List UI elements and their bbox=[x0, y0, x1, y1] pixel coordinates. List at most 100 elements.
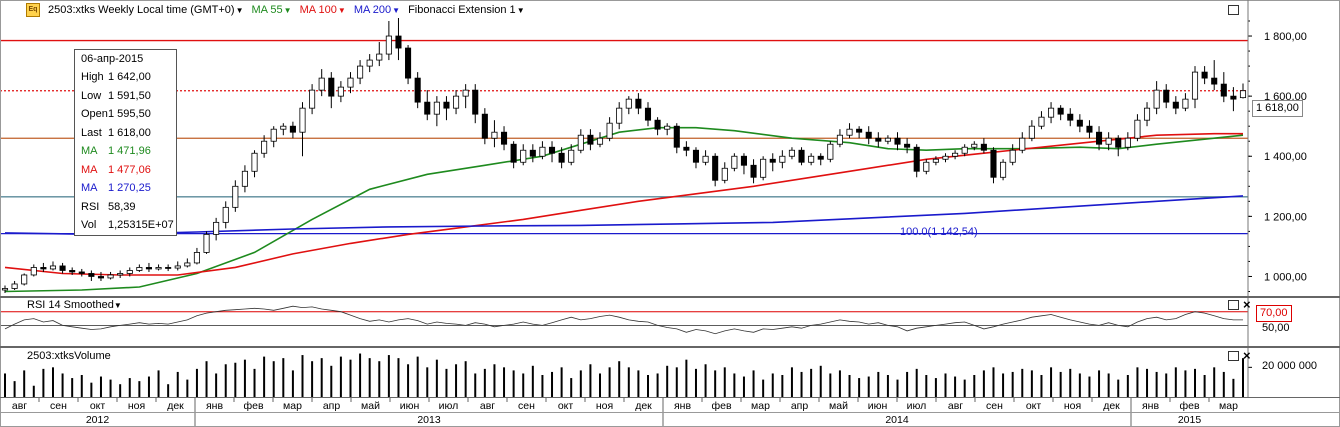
candle-body bbox=[1211, 77, 1218, 85]
candle-body bbox=[1048, 107, 1055, 118]
month-label: авг bbox=[948, 400, 963, 412]
month-label: дек bbox=[167, 400, 184, 412]
candle-body bbox=[1000, 161, 1007, 178]
candle-body bbox=[299, 107, 306, 133]
tooltip-date: 06-апр-2015 bbox=[81, 53, 144, 65]
candle-body bbox=[779, 155, 786, 163]
candle-body bbox=[289, 125, 296, 133]
volume-close-icon[interactable]: × bbox=[1243, 348, 1251, 363]
candle-body bbox=[664, 125, 671, 130]
candle-body bbox=[443, 101, 450, 109]
candle-body bbox=[520, 149, 527, 163]
tooltip-value: 1 471,96 bbox=[108, 145, 151, 158]
candle-body bbox=[971, 143, 978, 148]
candle-body bbox=[1239, 90, 1247, 99]
symbol-title[interactable]: 2503:xtks Weekly Local time (GMT+0)▼ bbox=[48, 4, 244, 16]
rsi-panel-title[interactable]: RSI 14 Smoothed▼ bbox=[27, 299, 122, 311]
candle-body bbox=[136, 267, 143, 271]
indicator-ma100[interactable]: MA 100▼ bbox=[299, 4, 346, 16]
volume-panel-title: 2503:xtksVolume bbox=[27, 350, 111, 362]
tooltip-value: 1 591,50 bbox=[108, 89, 151, 102]
rsi-line bbox=[4, 305, 1243, 335]
volume-maximize-icon[interactable] bbox=[1228, 351, 1239, 361]
candle-body bbox=[980, 143, 987, 151]
candle-body bbox=[558, 152, 565, 163]
candle-body bbox=[760, 158, 767, 178]
tooltip-row: MA 1 270,25 bbox=[75, 179, 176, 198]
candle-body bbox=[884, 137, 891, 142]
candle-body bbox=[347, 77, 354, 88]
candle-body bbox=[731, 155, 738, 169]
rsi-level-label: 50,00 bbox=[1262, 322, 1290, 334]
chart-header: Eq 2503:xtks Weekly Local time (GMT+0)▼ … bbox=[0, 2, 525, 18]
candle-body bbox=[529, 149, 536, 157]
volume-level-label: 20 000 000 bbox=[1262, 360, 1318, 372]
tooltip-value: 1 477,06 bbox=[108, 163, 151, 176]
month-label: дек bbox=[1103, 400, 1120, 412]
candle-body bbox=[587, 134, 594, 145]
rsi-panel-plot bbox=[0, 305, 1248, 335]
month-label: янв bbox=[674, 400, 691, 412]
candle-body bbox=[548, 146, 556, 154]
candle-body bbox=[1076, 119, 1083, 127]
equity-icon[interactable]: Eq bbox=[26, 3, 40, 17]
month-label: июн bbox=[868, 400, 888, 412]
candle-body bbox=[721, 167, 728, 181]
candle-body bbox=[1057, 107, 1064, 115]
tooltip-value: 58,39 bbox=[108, 200, 136, 213]
price-axis: 1 000,001 200,001 400,001 600,001 800,00 bbox=[1248, 20, 1307, 292]
candle-body bbox=[1220, 83, 1227, 97]
candle-body bbox=[49, 265, 57, 270]
month-label: ноя bbox=[596, 400, 613, 412]
candle-body bbox=[107, 274, 114, 279]
candle-body bbox=[1086, 125, 1093, 133]
volume-panel-plot bbox=[4, 353, 1252, 397]
y-tick-label: 1 400,00 bbox=[1264, 151, 1307, 163]
indicator-fibonacci[interactable]: Fibonacci Extension 1▼ bbox=[408, 4, 525, 16]
month-label: июл bbox=[439, 400, 459, 412]
tooltip-value: 1 595,50 bbox=[108, 108, 151, 121]
candle-body bbox=[539, 146, 546, 157]
moving-averages bbox=[4, 126, 1244, 293]
candle-body bbox=[1153, 89, 1160, 109]
candle-body bbox=[126, 270, 133, 274]
month-label: июл bbox=[907, 400, 927, 412]
month-label: ноя bbox=[128, 400, 145, 412]
candle-body bbox=[510, 143, 517, 163]
month-label: мар bbox=[751, 400, 770, 412]
indicator-ma55[interactable]: MA 55▼ bbox=[251, 4, 292, 16]
candle-body bbox=[635, 98, 642, 109]
candle-body bbox=[625, 98, 632, 109]
candle-body bbox=[942, 155, 949, 160]
chevron-down-icon: ▼ bbox=[337, 6, 346, 15]
month-label: сен bbox=[50, 400, 67, 412]
candle-body bbox=[155, 267, 162, 270]
candle-body bbox=[875, 137, 882, 142]
month-label: мар bbox=[1219, 400, 1238, 412]
candle-body bbox=[1067, 113, 1074, 121]
candle-body bbox=[280, 125, 287, 130]
indicator-ma200[interactable]: MA 200▼ bbox=[353, 4, 401, 16]
candle-body bbox=[1143, 107, 1151, 121]
month-label: авг bbox=[480, 400, 495, 412]
candle-body bbox=[309, 89, 316, 109]
candle-body bbox=[577, 134, 584, 151]
chevron-down-icon: ▼ bbox=[283, 6, 292, 15]
tooltip-value: 1 270,25 bbox=[108, 182, 151, 195]
month-label: окт bbox=[1026, 400, 1042, 412]
candle-body bbox=[11, 283, 18, 289]
month-label: июн bbox=[400, 400, 420, 412]
rsi-maximize-icon[interactable] bbox=[1228, 300, 1239, 310]
candle-body bbox=[1230, 95, 1237, 100]
tooltip-row: MA 1 477,06 bbox=[75, 161, 176, 180]
month-label: апр bbox=[323, 400, 341, 412]
tooltip-value: 1 618,00 bbox=[108, 126, 151, 139]
candle-body bbox=[952, 152, 959, 157]
rsi-close-icon[interactable]: × bbox=[1243, 297, 1251, 312]
last-price-tag: 1 618,00 bbox=[1252, 100, 1303, 117]
candle-body bbox=[232, 185, 239, 208]
candle-body bbox=[145, 267, 152, 270]
month-label: мар bbox=[283, 400, 302, 412]
month-label: янв bbox=[1142, 400, 1159, 412]
maximize-icon[interactable] bbox=[1228, 5, 1239, 15]
